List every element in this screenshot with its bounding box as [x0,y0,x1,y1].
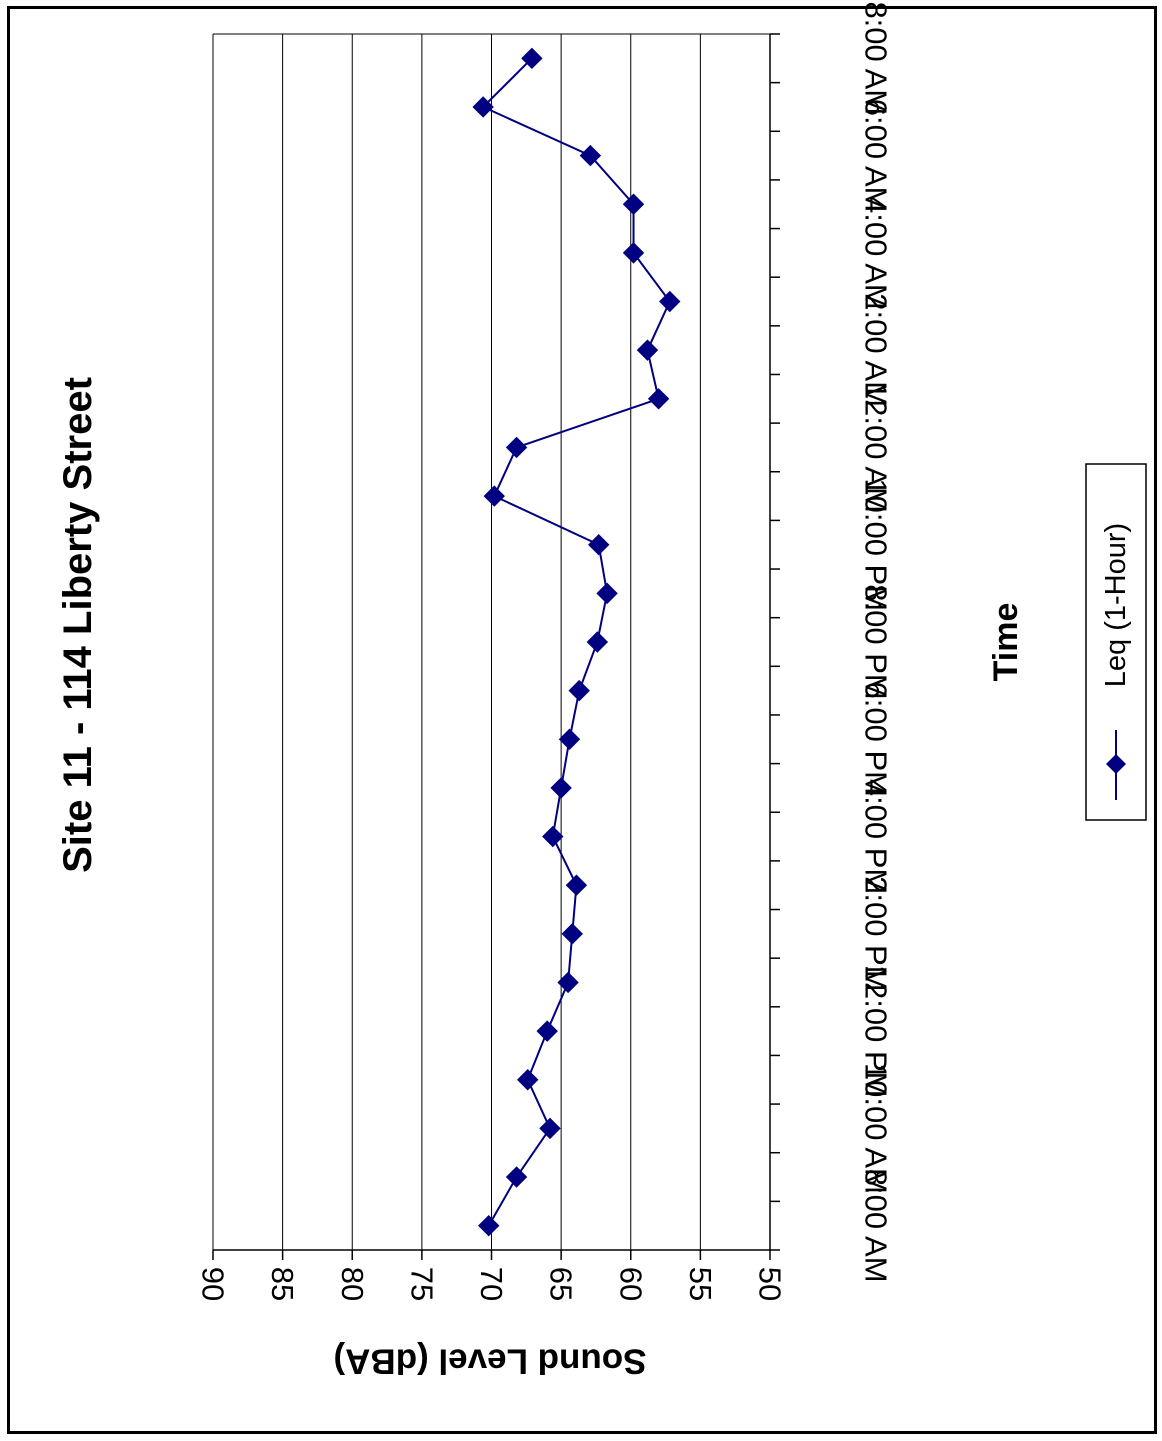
time-tick-label: 4:00 PM [859,779,894,894]
value-tick-label: 65 [544,1267,579,1301]
value-tick-label: 55 [683,1267,718,1301]
data-point [636,339,659,361]
data-point [659,290,681,313]
data-point [568,679,590,702]
sound-level-axis-ticks: 90 85 80 75 70 65 60 55 50 [196,1250,788,1301]
value-tick-label: 75 [404,1267,439,1301]
data-point [622,242,645,264]
y-axis-label: Sound Level (dBA) [333,1342,646,1381]
time-tick-label: 2:00 AM [859,293,894,407]
data-point [536,1020,558,1042]
time-tick-label: 4:00 AM [859,196,894,310]
value-tick-label: 50 [753,1267,788,1301]
x-axis-label: Time [987,603,1025,682]
data-point [622,193,645,215]
legend-label: Leq (1-Hour) [1100,523,1132,687]
data-point [586,631,609,653]
time-tick-label: 8:00 AM [859,1169,894,1283]
data-point [565,874,588,896]
value-tick-label: 60 [613,1267,648,1301]
data-point [588,534,610,556]
data-point [472,96,494,118]
data-point [647,388,670,410]
value-tick-label: 70 [474,1267,509,1301]
value-tick-label: 80 [335,1267,370,1301]
time-tick-label: 2:00 PM [859,876,894,991]
time-tick-label: 6:00 PM [859,682,894,797]
data-point [550,777,572,799]
time-tick-label: 12:00 PM [859,965,894,1098]
data-point [521,47,543,70]
time-tick-label: 10:00 PM [859,478,894,611]
data-point [561,923,583,945]
data-point [516,1069,539,1091]
time-tick-label: 8:00 PM [859,584,894,699]
data-point [579,144,602,167]
data-point [558,728,581,750]
data-point [483,485,505,507]
data-point [478,1214,500,1237]
time-tick-label: 12:00 AM [859,382,894,513]
data-point [505,1166,528,1188]
value-tick-label: 90 [196,1267,231,1301]
data-point [539,1117,561,1140]
series-leq [472,47,681,1237]
data-point [542,825,564,848]
legend-marker [1106,754,1126,774]
time-tick-label: 10:00 AM [859,1063,894,1194]
data-point [505,436,528,459]
time-tick-label: 8:00 AM [859,1,894,115]
chart-frame [7,6,1157,1434]
value-tick-label: 85 [265,1267,300,1301]
time-tick-label: 6:00 AM [859,99,894,213]
data-point [596,582,618,605]
data-point [557,971,579,994]
legend: Leq (1-Hour) [1085,463,1147,821]
chart-title: Site 11 - 114 Liberty Street [56,377,100,873]
